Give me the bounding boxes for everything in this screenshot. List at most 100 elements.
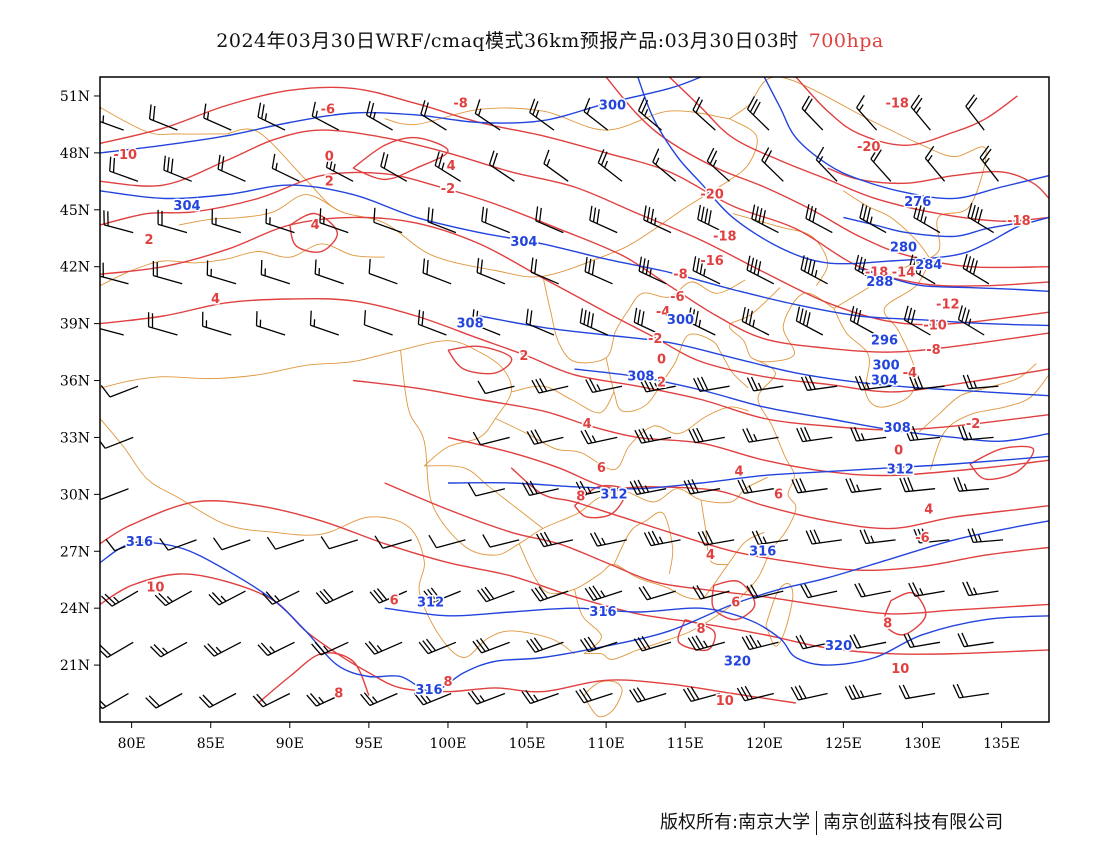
boundary-line	[613, 511, 674, 575]
lon-tick-label: 130E	[904, 736, 941, 752]
wind-barb	[260, 259, 290, 285]
wind-barb	[100, 692, 129, 710]
boundary-line	[765, 582, 794, 647]
wind-barb	[746, 255, 775, 285]
boundary-line	[700, 499, 728, 565]
isotherm-label: -12	[936, 298, 960, 313]
isotherm-line	[100, 297, 1049, 431]
wind-barb	[682, 686, 721, 703]
wind-barb	[903, 425, 940, 442]
wind-barb	[521, 689, 559, 705]
wind-barb	[271, 153, 300, 182]
wind-barb	[643, 205, 672, 234]
wind-barb	[536, 531, 574, 548]
isotherm-label: 4	[447, 159, 456, 174]
wind-barb	[746, 96, 770, 131]
isotherm-label: -6	[915, 531, 929, 546]
wind-barb	[633, 635, 672, 652]
boundary-line	[100, 340, 512, 467]
wind-barb	[979, 145, 999, 182]
wind-barb	[417, 309, 447, 336]
wind-barb	[962, 581, 999, 597]
isotherm-line	[100, 129, 1049, 326]
wind-barb	[476, 258, 506, 285]
wind-barb	[844, 684, 882, 701]
wind-barb	[688, 427, 725, 444]
wind-barb	[530, 257, 559, 285]
wind-barb	[643, 530, 681, 547]
lat-tick-label: 36N	[60, 374, 90, 390]
wind-barb	[413, 691, 452, 706]
isotherm-label: 6	[731, 596, 740, 611]
boundary-line	[843, 190, 931, 260]
wind-barb	[105, 538, 143, 552]
boundary-line	[384, 107, 730, 131]
wind-barb	[584, 257, 613, 285]
wind-barb	[100, 262, 129, 285]
isotherm-label: -6	[321, 102, 335, 117]
title-main: 2024年03月30日WRF/cmaq模式36km预报产品:03月30日03时	[216, 30, 799, 52]
wind-barb	[535, 206, 564, 234]
wind-barb	[374, 535, 412, 549]
isotherm-line	[100, 171, 1049, 353]
geopotential-label: 300	[873, 358, 900, 373]
wind-barb	[761, 147, 784, 182]
isotherm-label: 6	[597, 461, 606, 476]
wind-barb	[369, 588, 408, 604]
wind-barb	[100, 488, 129, 501]
lat-tick-label: 21N	[60, 658, 90, 674]
geopotential-line	[447, 455, 1049, 490]
wind-barb	[908, 254, 936, 285]
axes: 80E 85E 90E 95E 100E 105E 110E 115E 120E 125E 130E…	[60, 89, 1020, 752]
wind-barb	[101, 590, 139, 607]
isotherm-line	[384, 482, 1049, 615]
wind-barb	[629, 479, 667, 496]
wind-barb	[206, 260, 237, 285]
isotherm-line	[677, 618, 716, 652]
geopotential-label: 284	[915, 258, 942, 273]
wind-barb	[957, 632, 994, 648]
chart-title: 2024年03月30日WRF/cmaq模式36km预报产品:03月30日03时 7…	[0, 26, 1100, 53]
wind-barb	[427, 207, 457, 234]
wind-barb	[697, 204, 726, 234]
isotherm-label: -2	[441, 182, 455, 197]
lat-tick-label: 24N	[60, 601, 90, 617]
isotherm-line	[100, 216, 1049, 393]
wind-barb	[965, 94, 985, 131]
isotherm-label: 0	[894, 444, 903, 459]
wind-barb	[967, 528, 1004, 544]
isotherm-label: 8	[443, 675, 452, 690]
wind-barb	[913, 203, 941, 234]
wind-barb	[319, 208, 349, 234]
plot-frame	[99, 76, 1050, 723]
boundary-line	[179, 194, 338, 226]
wind-barb	[693, 376, 730, 393]
wind-barb	[472, 638, 510, 654]
isotherm-line	[969, 445, 1035, 481]
wind-barb	[800, 583, 838, 599]
geopotential-line	[100, 77, 702, 154]
geopotential-label: 288	[866, 275, 893, 290]
isotherm-label: 8	[334, 687, 343, 702]
lat-tick-label: 39N	[60, 317, 90, 333]
wind-barb	[311, 641, 349, 656]
wind-barb	[746, 584, 784, 599]
isotherm-label: -6	[670, 290, 684, 305]
wind-barb	[315, 588, 354, 605]
boundary-line	[400, 350, 768, 556]
wind-barb	[100, 436, 134, 449]
wind-barb	[255, 311, 286, 336]
wind-barb	[418, 638, 457, 655]
wind-barb	[751, 204, 779, 234]
wind-barb	[482, 534, 520, 548]
wind-barb	[477, 380, 515, 395]
wind-barb	[924, 145, 946, 182]
isotherm-label: 10	[716, 694, 734, 709]
geopotential-label: 296	[871, 334, 898, 349]
isotherm-label: 4	[706, 548, 715, 563]
wind-barb	[325, 152, 354, 182]
wind-barb	[805, 204, 833, 234]
wind-barb	[687, 635, 725, 651]
boundary-line	[833, 258, 931, 408]
